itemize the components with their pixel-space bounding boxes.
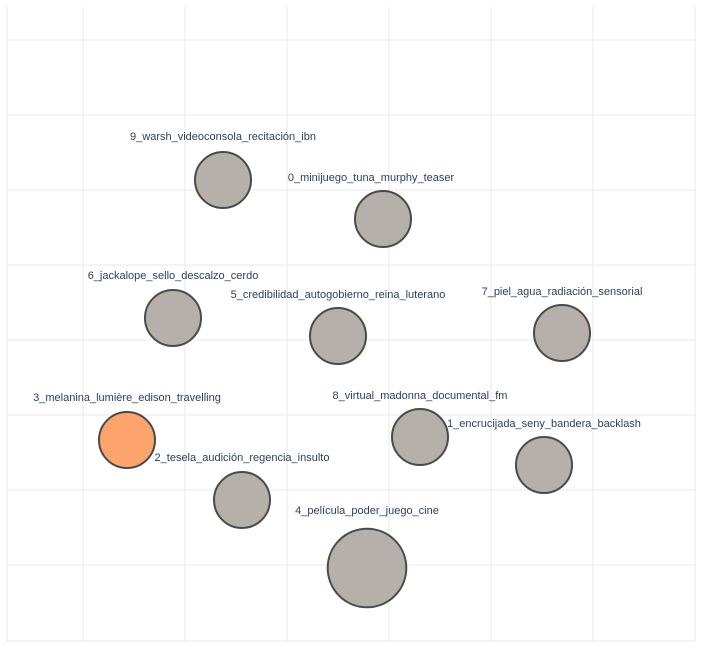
topic-bubble[interactable] bbox=[144, 289, 202, 347]
topic-label: 5_credibilidad_autogobierno_reina_lutera… bbox=[231, 289, 446, 301]
topic-label: 0_minijuego_tuna_murphy_teaser bbox=[288, 172, 455, 184]
topic-bubble[interactable] bbox=[309, 307, 367, 365]
topic-bubble[interactable] bbox=[194, 151, 252, 209]
topic-bubble[interactable] bbox=[354, 190, 412, 248]
bubble-marks bbox=[98, 151, 591, 609]
topic-label: 1_encrucijada_seny_bandera_backlash bbox=[447, 418, 641, 430]
topic-label: 6_jackalope_sello_descalzo_cerdo bbox=[88, 270, 259, 282]
bubble-labels: 9_warsh_videoconsola_recitación_ibn 0_min… bbox=[33, 131, 642, 517]
topic-label: 3_melanina_lumière_edison_travelling bbox=[33, 392, 221, 404]
topic-bubble[interactable] bbox=[213, 471, 271, 529]
topic-label: 7_piel_agua_radiación_sensorial bbox=[482, 286, 643, 298]
topic-label: 9_warsh_videoconsola_recitación_ibn bbox=[130, 131, 316, 143]
topic-label: 4_película_poder_juego_cine bbox=[295, 505, 439, 517]
topic-label: 2_tesela_audición_regencia_insulto bbox=[155, 452, 330, 464]
topic-bubble[interactable] bbox=[326, 527, 408, 609]
topic-bubble[interactable] bbox=[515, 436, 573, 494]
gridlines bbox=[6, 7, 696, 642]
topic-label: 8_virtual_madonna_documental_fm bbox=[333, 390, 508, 402]
topic-bubble[interactable] bbox=[391, 408, 449, 466]
topic-bubble[interactable] bbox=[533, 304, 591, 362]
topic-bubble[interactable] bbox=[98, 411, 156, 469]
